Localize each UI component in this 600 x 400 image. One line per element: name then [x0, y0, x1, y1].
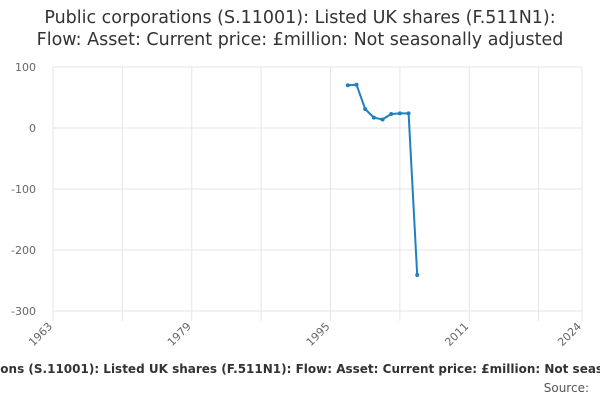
- chart-title-line-1: Public corporations (S.11001): Listed UK…: [44, 8, 556, 28]
- y-tick-label: -300: [11, 305, 36, 318]
- chart-title: Public corporations (S.11001): Listed UK…: [0, 7, 600, 51]
- y-tick-label: 0: [29, 122, 36, 135]
- x-tick-label: 1995: [304, 320, 333, 349]
- y-tick-label: 100: [15, 61, 36, 74]
- data-point[interactable]: [389, 111, 394, 116]
- y-tick-label: -200: [11, 244, 36, 257]
- data-series: [345, 82, 420, 278]
- x-tick-label: 2024: [555, 320, 584, 349]
- data-point[interactable]: [363, 107, 368, 112]
- grid-lines: [52, 66, 583, 321]
- x-axis-ticks: 1963 1979 1995 2011 2024: [26, 320, 584, 349]
- y-tick-label: -100: [11, 183, 36, 196]
- data-point[interactable]: [380, 117, 385, 122]
- y-axis-ticks: 100 0 -100 -200 -300: [11, 61, 36, 318]
- chart-title-line-2: Flow: Asset: Current price: £million: No…: [36, 30, 564, 50]
- data-point[interactable]: [345, 83, 350, 88]
- source-label: Source:: [544, 381, 589, 395]
- data-point[interactable]: [371, 115, 376, 120]
- x-tick-label: 1963: [26, 320, 55, 349]
- x-tick-label: 1979: [165, 320, 194, 349]
- data-point[interactable]: [354, 82, 359, 87]
- x-tick-label: 2011: [442, 320, 471, 349]
- data-point[interactable]: [406, 111, 411, 116]
- data-point[interactable]: [415, 273, 420, 278]
- data-point[interactable]: [397, 111, 402, 116]
- x-axis-title: Public corporations (S.11001): Listed UK…: [0, 362, 600, 376]
